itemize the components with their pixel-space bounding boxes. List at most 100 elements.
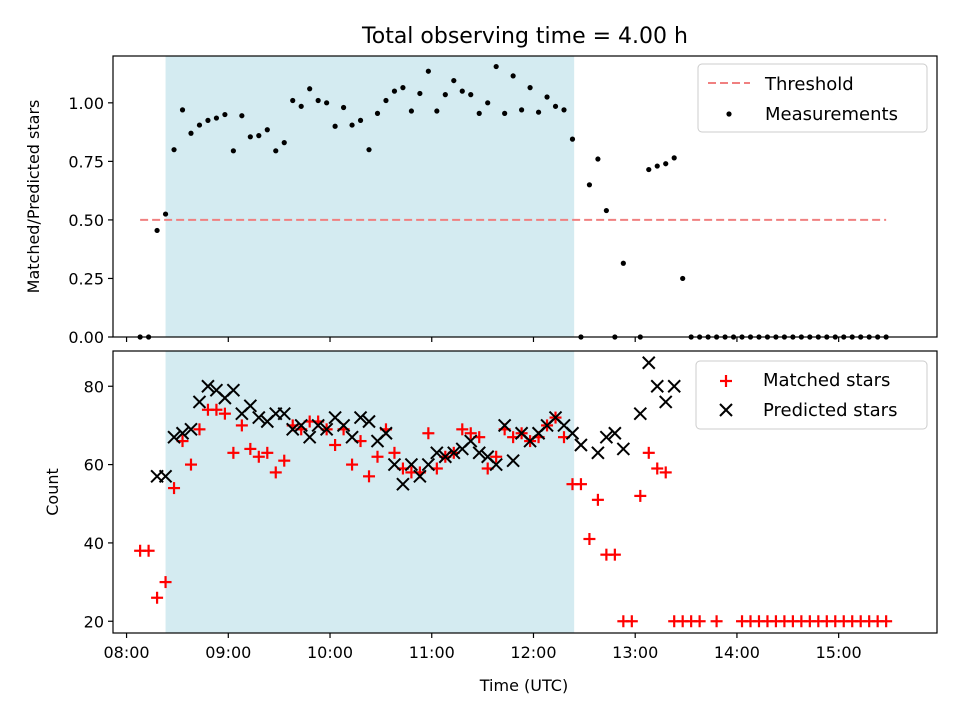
matched-star-point (278, 454, 291, 467)
measurement-point (425, 68, 431, 74)
predicted-star-point (311, 418, 325, 433)
predicted-star-point (574, 438, 588, 452)
measurement-point (400, 85, 406, 91)
measurement-point (544, 94, 550, 100)
x-tick-label: 11:00 (409, 643, 455, 662)
measurement-point (290, 97, 296, 104)
measurement-point (663, 161, 669, 167)
predicted-star-point (659, 395, 673, 409)
top-axes-frame (112, 55, 938, 338)
bottom-observing-window-shade (165, 351, 575, 633)
measurement-point (256, 133, 262, 139)
matched-star-point (464, 427, 477, 440)
matched-star-point (625, 615, 638, 628)
matched-star-point (490, 450, 503, 463)
measurement-point (646, 166, 652, 173)
predicted-star-point (591, 446, 605, 460)
predicted-star-point (302, 430, 317, 444)
predicted-star-point (336, 418, 351, 433)
legend-threshold-label: Threshold (764, 74, 854, 95)
measurement-point (595, 156, 601, 162)
matched-star-point (371, 450, 384, 463)
predicted-star-point (489, 457, 503, 472)
predicted-star-point (379, 426, 393, 440)
measurement-point (307, 86, 313, 92)
matched-star-point (642, 446, 655, 459)
bottom-axes-frame (112, 350, 938, 634)
predicted-star-point (175, 426, 190, 440)
predicted-star-point (192, 395, 207, 409)
measurement-point (239, 113, 245, 119)
matched-star-point (168, 482, 181, 495)
matched-star-point (574, 478, 587, 491)
top-y-tick-label: 0.25 (68, 269, 104, 288)
legend-measurements-swatch (726, 111, 732, 117)
matched-star-point (142, 544, 155, 557)
bottom-y-tick-label: 80 (84, 377, 104, 396)
bottom-y-tick-label: 40 (84, 534, 104, 553)
bottom-y-tick-label: 60 (84, 456, 104, 475)
top-legend-box (697, 63, 928, 133)
x-tick-label: 15:00 (816, 643, 862, 662)
measurement-point (476, 110, 482, 116)
predicted-star-point (243, 399, 258, 413)
bottom-y-tick-label: 20 (84, 612, 104, 631)
measurement-point (459, 88, 465, 94)
measurement-point (324, 100, 330, 106)
predicted-star-point (201, 379, 215, 393)
matched-star-point (591, 493, 604, 506)
legend-predicted-label: Predicted stars (763, 400, 897, 421)
matched-star-point (159, 576, 172, 589)
measurement-point (222, 111, 228, 118)
predicted-star-point (616, 442, 631, 456)
measurement-point (671, 155, 677, 161)
matched-star-point (184, 458, 197, 471)
measurement-point (434, 108, 440, 114)
legend-matched-swatch (720, 375, 732, 387)
predicted-star-point (252, 410, 266, 425)
matched-star-point (210, 403, 223, 416)
matched-star-point (388, 446, 401, 459)
x-tick-label: 12:00 (510, 643, 556, 662)
x-axis-label: Time (UTC) (479, 676, 568, 695)
matched-star-point (252, 450, 265, 463)
measurement-point (230, 148, 236, 154)
bottom-panel: 20 40 60 80 08:00 09:00 10:00 11:00 12:00 13:00 1… (43, 350, 938, 695)
top-y-tick-label: 0.00 (68, 328, 104, 347)
predicted-star-point (226, 383, 241, 397)
measurement-point (374, 110, 381, 116)
measurement-point (502, 110, 508, 116)
predicted-star-point (158, 469, 173, 484)
top-panel: 0.00 0.25 0.50 0.75 1.00 Matched/Predicted s… (24, 55, 938, 347)
measurement-point (264, 127, 270, 133)
matched-star-point (583, 533, 596, 545)
measurement-points (137, 63, 889, 340)
predicted-star-point (404, 457, 419, 472)
legend-matched-label: Matched stars (763, 370, 890, 391)
measurement-point (620, 260, 626, 266)
predicted-star-point (421, 457, 436, 472)
predicted-star-point (464, 434, 478, 448)
top-y-axis-label: Matched/Predicted stars (24, 100, 43, 294)
matched-star-point (151, 591, 164, 604)
matched-star-point (193, 423, 206, 436)
predicted-star-point (387, 457, 402, 472)
measurement-point (510, 73, 516, 79)
matched-star-point (422, 427, 435, 440)
measurement-point (332, 123, 338, 129)
measurement-point (383, 97, 389, 104)
measurement-point (552, 103, 559, 109)
predicted-star-point (642, 356, 656, 370)
matched-star-point (261, 446, 274, 459)
measurement-point (468, 92, 474, 98)
measurement-point (162, 211, 169, 217)
measurement-point (154, 227, 160, 234)
matched-star-point (363, 470, 376, 483)
x-tick-label: 13:00 (612, 643, 658, 662)
measurement-point (408, 108, 415, 114)
measurement-point (654, 163, 660, 169)
predicted-star-point (319, 422, 334, 437)
measurement-point (586, 182, 593, 188)
top-y-tick-label: 1.00 (68, 94, 104, 113)
x-tick-label: 08:00 (104, 643, 150, 662)
